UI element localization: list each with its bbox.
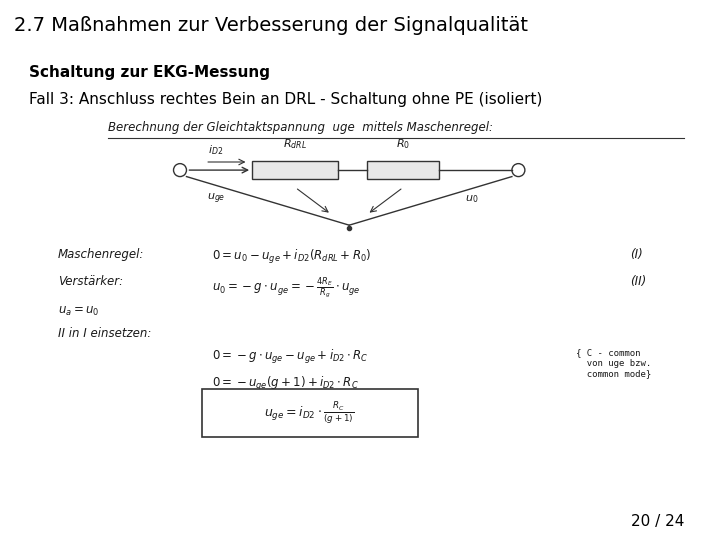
Bar [367, 161, 439, 179]
Text: $R_0$: $R_0$ [396, 137, 410, 151]
Text: $u_0 = -g \cdot u_{ge} = -\frac{4R_E}{R_g} \cdot u_{ge}$: $u_0 = -g \cdot u_{ge} = -\frac{4R_E}{R_… [212, 275, 361, 301]
Text: Maschenregel:: Maschenregel: [58, 248, 144, 261]
Text: $u_{ge} = i_{D2} \cdot \frac{R_C}{(g+1)}$: $u_{ge} = i_{D2} \cdot \frac{R_C}{(g+1)}… [264, 400, 355, 426]
Text: Fall 3: Anschluss rechtes Bein an DRL - Schaltung ohne PE (isoliert): Fall 3: Anschluss rechtes Bein an DRL - … [29, 92, 542, 107]
Bar [202, 389, 418, 437]
Text: $u_{ge}$: $u_{ge}$ [207, 192, 225, 206]
Text: $0 = -g \cdot u_{ge} - u_{ge} + i_{D2} \cdot R_C$: $0 = -g \cdot u_{ge} - u_{ge} + i_{D2} \… [212, 348, 369, 366]
Text: $i_{D2}$: $i_{D2}$ [208, 143, 224, 157]
Text: $0 = -u_{ge}(g+1) + i_{D2} \cdot R_C$: $0 = -u_{ge}(g+1) + i_{D2} \cdot R_C$ [212, 375, 359, 393]
Text: II in I einsetzen:: II in I einsetzen: [58, 327, 151, 340]
Text: { C - common
  von uge bzw.
  common mode}: { C - common von uge bzw. common mode} [576, 348, 652, 378]
Text: (II): (II) [630, 275, 647, 288]
Text: 2.7 Maßnahmen zur Verbesserung der Signalqualität: 2.7 Maßnahmen zur Verbesserung der Signa… [14, 16, 528, 35]
Text: $0 = u_0 - u_{ge} + i_{D2}(R_{dRL} + R_0)$: $0 = u_0 - u_{ge} + i_{D2}(R_{dRL} + R_0… [212, 248, 372, 266]
Text: $u_a = u_0$: $u_a = u_0$ [58, 305, 99, 318]
Text: $R_{dRL}$: $R_{dRL}$ [283, 137, 307, 151]
Text: Verstärker:: Verstärker: [58, 275, 122, 288]
Text: Berechnung der Gleichtaktspannung  uge  mittels Maschenregel:: Berechnung der Gleichtaktspannung uge mi… [108, 122, 493, 134]
Bar [252, 161, 338, 179]
Text: (I): (I) [630, 248, 643, 261]
Text: $u_0$: $u_0$ [465, 193, 478, 205]
Text: 20 / 24: 20 / 24 [631, 514, 684, 529]
Text: Schaltung zur EKG-Messung: Schaltung zur EKG-Messung [29, 65, 270, 80]
